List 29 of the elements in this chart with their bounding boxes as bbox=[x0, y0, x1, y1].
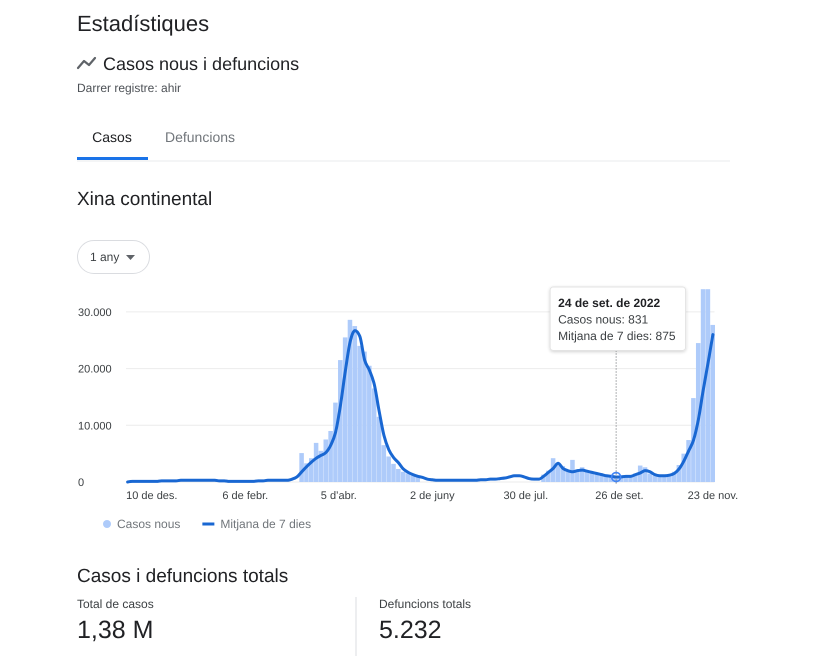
text: Total de casos bbox=[77, 597, 154, 611]
chart-subtitle: Xina continental bbox=[77, 189, 212, 210]
x-tick-label: 6 de febr. bbox=[222, 490, 268, 502]
text: Darrer registre: ahir bbox=[77, 81, 182, 95]
y-tick-label: 0 bbox=[78, 477, 84, 489]
y-tick-label: 30.000 bbox=[78, 306, 112, 319]
y-tick-label: 20.000 bbox=[78, 364, 112, 376]
y-tick-label: 10.000 bbox=[78, 420, 112, 432]
text: Casos bbox=[92, 129, 132, 145]
text: 1 any bbox=[90, 250, 120, 264]
annotation: Casos nous: 831 bbox=[558, 312, 649, 326]
line-series bbox=[126, 329, 714, 484]
legend-label: Casos nous bbox=[117, 517, 180, 531]
text: Estadístiques bbox=[77, 11, 210, 36]
text: Defuncions bbox=[164, 129, 236, 145]
text: 1,38 M bbox=[77, 616, 154, 644]
x-tick-label: 26 de set. bbox=[595, 490, 644, 502]
annotation: 24 de set. de 2022 bbox=[558, 296, 661, 310]
text: Casos i defuncions totals bbox=[77, 566, 288, 587]
x-tick-label: 10 de des. bbox=[126, 490, 178, 502]
text: Defuncions totals bbox=[379, 597, 472, 611]
x-tick-label: 23 de nov. bbox=[688, 490, 738, 502]
chart-title: Casos nous i defuncions bbox=[103, 54, 300, 74]
x-tick-label: 2 de juny bbox=[410, 490, 456, 502]
x-tick-label: 30 de jul. bbox=[504, 490, 548, 502]
annotation: Mitjana de 7 dies: 875 bbox=[558, 329, 676, 343]
legend-label: Mitjana de 7 dies bbox=[220, 517, 312, 531]
x-tick-label: 5 d’abr. bbox=[320, 490, 357, 502]
text: 5.232 bbox=[379, 616, 442, 644]
